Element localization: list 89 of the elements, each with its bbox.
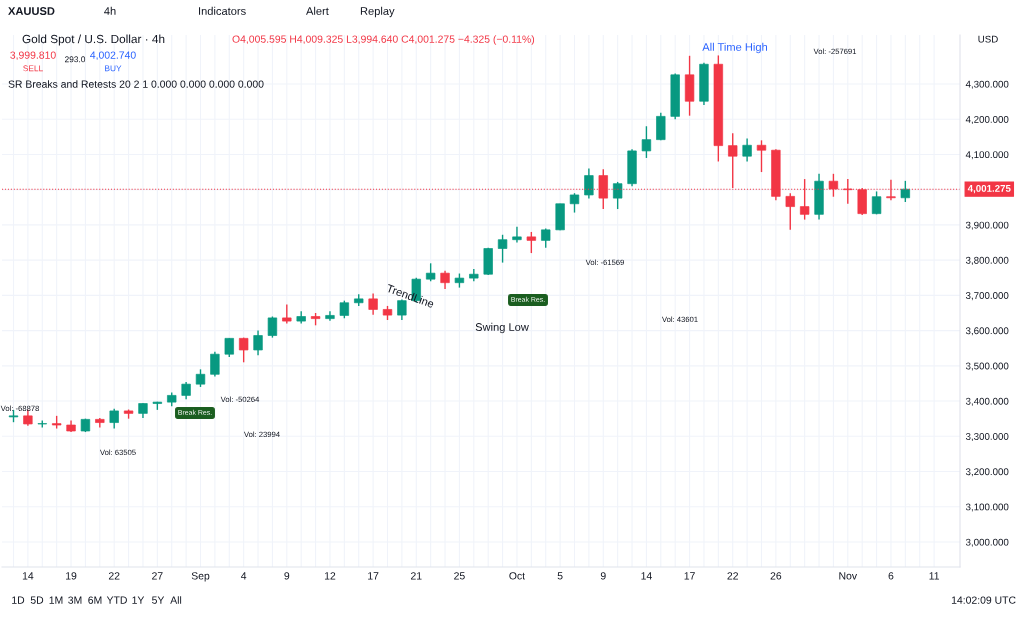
text: Alert xyxy=(306,6,329,15)
candlestick xyxy=(541,227,551,249)
x-tick-label: 27 xyxy=(152,572,163,580)
text: All xyxy=(170,596,182,604)
annotation: 293.0 xyxy=(64,56,86,63)
text: 1Y xyxy=(132,596,145,604)
annotation: SR Breaks and Retests 20 2 1 0.000 0.000 0.000 0.000 xyxy=(8,80,264,88)
candlestick xyxy=(684,55,695,117)
text: 3M xyxy=(68,596,82,604)
candlestick xyxy=(785,192,795,231)
candlestick xyxy=(23,409,33,427)
x-tick-label: Sep xyxy=(191,572,210,582)
y-tick-label: 4,200.000 xyxy=(965,115,1009,124)
x-tick-label: Oct xyxy=(509,572,525,580)
candlestick xyxy=(238,336,249,363)
candlestick xyxy=(469,268,479,282)
y-tick-label: 3,300.000 xyxy=(965,433,1009,442)
annotation: Swing Low xyxy=(475,322,529,334)
candlestick xyxy=(555,203,565,231)
chart-subtitle: O4,005.595 H4,009.325 L3,994.640 C4,001.275 −4.325 (−0.11%) xyxy=(232,35,535,45)
text: 1M xyxy=(49,596,63,604)
candlestick xyxy=(282,303,292,325)
text: 14:02:09 UTC xyxy=(951,596,1016,604)
candlestick xyxy=(181,381,191,400)
y-tick-label: 3,700.000 xyxy=(965,292,1009,301)
x-tick-label: 14 xyxy=(22,572,34,580)
x-tick-label: 19 xyxy=(66,572,77,580)
y-tick-label: 3,900.000 xyxy=(965,221,1009,230)
x-tick-label: Nov xyxy=(839,572,858,580)
x-tick-label: 14 xyxy=(641,572,652,580)
y-tick-label: 3,400.000 xyxy=(965,397,1009,406)
x-tick-label: 17 xyxy=(368,572,379,580)
annotation: All Time High xyxy=(702,42,768,54)
annotation: SELL xyxy=(23,65,43,72)
y-tick-label: 3,600.000 xyxy=(965,327,1009,336)
candlestick xyxy=(267,315,278,339)
x-tick-label: 5 xyxy=(557,572,563,580)
candlestick xyxy=(368,292,378,316)
candlestick xyxy=(871,190,882,216)
text: 4h xyxy=(104,6,116,15)
y-tick-label: 3,200.000 xyxy=(965,468,1009,477)
candlestick xyxy=(713,54,724,163)
y-tick-label: 3,800.000 xyxy=(965,256,1009,265)
candlestick xyxy=(138,402,148,419)
candlestick xyxy=(756,139,767,173)
text: Replay xyxy=(360,6,395,18)
candlestick xyxy=(728,132,738,189)
candlestick xyxy=(109,408,119,430)
x-tick-label: 25 xyxy=(454,572,465,580)
x-tick-label: 22 xyxy=(727,572,738,580)
text: Indicators xyxy=(199,6,246,15)
candlestick xyxy=(497,234,508,264)
x-tick-label: 12 xyxy=(324,572,336,580)
x-tick-label: 4 xyxy=(241,572,247,580)
text: 1D xyxy=(12,596,25,604)
annotation: 3,999.810 xyxy=(10,51,56,61)
candlestick xyxy=(612,181,623,210)
candlestick xyxy=(656,112,666,142)
x-tick-label: 9 xyxy=(600,572,606,580)
y-tick-label: 3,000.000 xyxy=(965,538,1009,547)
candlestick xyxy=(66,419,76,433)
y-tick-label: 4,300.000 xyxy=(965,80,1009,89)
chart-title: Gold Spot / U.S. Dollar · 4h xyxy=(22,34,165,46)
text: USD xyxy=(978,35,998,43)
text: 6M xyxy=(88,596,102,604)
candlestick xyxy=(253,329,263,356)
text: 5D xyxy=(30,596,44,604)
candlestick xyxy=(512,225,522,244)
candlestick xyxy=(569,192,580,214)
candlestick xyxy=(900,180,910,203)
x-tick-label: 11 xyxy=(929,572,940,580)
x-tick-label: 17 xyxy=(684,572,695,580)
candlestick xyxy=(224,337,234,358)
y-tick-label: 3,100.000 xyxy=(965,503,1009,512)
candlestick xyxy=(526,231,537,254)
y-tick-label: 4,100.000 xyxy=(965,151,1009,160)
x-tick-label: 22 xyxy=(108,572,120,580)
y-tick-label: 3,500.000 xyxy=(965,362,1009,371)
x-tick-label: 6 xyxy=(888,572,894,580)
text: XAUUSD xyxy=(8,7,55,15)
x-tick-label: 9 xyxy=(284,572,290,580)
ref-line-label: 4,001.275 xyxy=(967,184,1011,194)
text: 5Y xyxy=(152,596,165,604)
x-tick-label: 21 xyxy=(411,572,422,580)
text: YTD xyxy=(106,596,127,604)
annotation: 4,002.740 xyxy=(90,51,136,61)
annotation: BUY xyxy=(105,65,122,72)
x-tick-label: 26 xyxy=(770,572,782,580)
candlestick xyxy=(641,125,652,159)
